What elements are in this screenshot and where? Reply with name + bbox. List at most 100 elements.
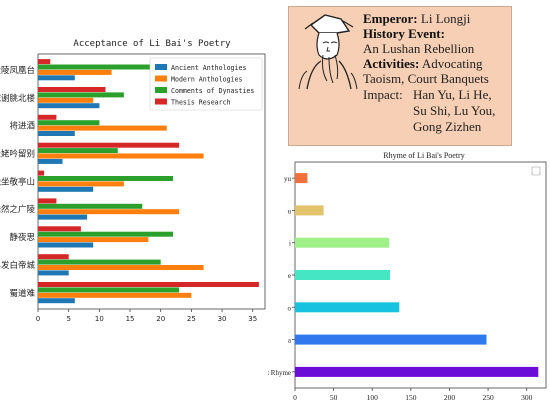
acceptance-bar bbox=[38, 287, 180, 293]
acceptance-category-label: 早发白帝城 bbox=[0, 260, 35, 271]
rhyme-bar bbox=[295, 334, 487, 345]
acceptance-bar bbox=[38, 158, 63, 164]
acceptance-bar bbox=[38, 75, 75, 81]
acceptance-legend-label: Comments of Dynasties bbox=[171, 87, 254, 95]
acceptance-bar bbox=[38, 176, 173, 181]
emperor-label: Emperor: bbox=[363, 11, 418, 26]
acceptance-bar bbox=[38, 125, 167, 131]
acceptance-bar bbox=[38, 170, 45, 176]
rhyme-x-tick-label: 150 bbox=[405, 393, 417, 402]
rhyme-x-tick-label: 250 bbox=[482, 393, 494, 402]
info-card: Emperor: Li Longji History Event: An Lus… bbox=[288, 6, 512, 146]
activities-value-1: Advocating bbox=[421, 56, 483, 71]
acceptance-bar bbox=[38, 186, 94, 192]
acceptance-category-label: 静夜思 bbox=[9, 232, 35, 243]
acceptance-legend-label: Ancient Anthologies bbox=[171, 64, 246, 72]
rhyme-category-label: u bbox=[288, 207, 292, 215]
rhyme-x-tick-label: 300 bbox=[521, 393, 533, 402]
acceptance-bar bbox=[38, 237, 149, 243]
rhyme-category-label: e bbox=[288, 272, 291, 280]
rhyme-bar bbox=[295, 302, 400, 313]
acceptance-bar bbox=[38, 148, 118, 154]
acceptance-bar bbox=[38, 209, 180, 215]
rhyme-chart-title: Rhyme of Li Bai's Poetry bbox=[383, 151, 464, 160]
rhyme-category-label: a bbox=[288, 337, 292, 345]
acceptance-x-tick-label: 20 bbox=[156, 315, 165, 323]
acceptance-bar bbox=[38, 214, 88, 220]
rhyme-x-tick-label: 200 bbox=[444, 393, 456, 402]
emperor-value: Li Longji bbox=[420, 11, 471, 26]
rhyme-bar bbox=[295, 366, 539, 377]
rhyme-x-tick-label: 50 bbox=[330, 393, 338, 402]
acceptance-bar bbox=[38, 142, 180, 148]
acceptance-bar bbox=[38, 198, 57, 204]
acceptance-bar bbox=[38, 92, 124, 98]
impact-label: Impact: bbox=[363, 87, 403, 102]
impact-line-3: Gong Zizhen bbox=[413, 119, 482, 134]
acceptance-legend-swatch bbox=[155, 64, 167, 70]
acceptance-category-label: 独坐敬亭山 bbox=[0, 176, 35, 187]
acceptance-bar bbox=[38, 114, 57, 120]
acceptance-bar bbox=[38, 103, 100, 109]
acceptance-x-tick-label: 25 bbox=[187, 315, 196, 323]
acceptance-bar bbox=[38, 242, 94, 248]
acceptance-chart-title: Acceptance of Li Bai's Poetry bbox=[73, 39, 231, 49]
acceptance-x-tick-label: 5 bbox=[66, 315, 70, 323]
acceptance-category-label: 蜀道难 bbox=[9, 288, 35, 299]
acceptance-bar bbox=[38, 282, 259, 287]
event-value: An Lushan Rebellion bbox=[363, 41, 475, 56]
acceptance-x-tick-label: 0 bbox=[36, 315, 40, 323]
acceptance-bar bbox=[38, 292, 192, 298]
rhyme-bar bbox=[295, 237, 390, 248]
acceptance-x-tick-label: 30 bbox=[218, 315, 227, 323]
rhyme-category-label: yu bbox=[284, 175, 292, 183]
activities-value-2: Taoism, Court Banquets bbox=[363, 71, 489, 86]
impact-line-2: Su Shi, Lu You, bbox=[413, 103, 496, 118]
rhyme-bar bbox=[295, 205, 324, 216]
acceptance-bar bbox=[38, 69, 112, 75]
acceptance-category-label: 城谢朓北楼 bbox=[0, 93, 35, 104]
acceptance-category-label: 浩然之广陵 bbox=[0, 204, 35, 215]
rhyme-chart: Rhyme of Li Bai's Poetry Shift Rhyme a o e i… bbox=[268, 151, 547, 402]
rhyme-category-label: o bbox=[288, 304, 292, 312]
acceptance-category-label: 将进酒 bbox=[9, 121, 35, 132]
li-bai-portrait bbox=[298, 14, 358, 90]
acceptance-x-tick-label: 15 bbox=[126, 315, 135, 323]
acceptance-bar bbox=[38, 259, 161, 265]
acceptance-legend-label: Thesis Research bbox=[171, 99, 231, 107]
acceptance-bar bbox=[38, 64, 167, 70]
acceptance-legend-label: Modern Anthologies bbox=[171, 76, 242, 84]
rhyme-category-label: Shift Rhyme bbox=[268, 369, 291, 377]
acceptance-legend-swatch bbox=[155, 75, 167, 82]
acceptance-bar bbox=[38, 87, 106, 92]
acceptance-x-tick-label: 35 bbox=[248, 315, 257, 323]
acceptance-category-label: 天姥吟留别 bbox=[0, 149, 35, 160]
acceptance-bar bbox=[38, 265, 204, 270]
acceptance-bar bbox=[38, 131, 75, 136]
acceptance-bar bbox=[38, 153, 204, 159]
acceptance-bar bbox=[38, 181, 124, 187]
acceptance-category-label: 金陵凤凰台 bbox=[0, 65, 35, 76]
rhyme-bar bbox=[295, 270, 390, 280]
acceptance-legend: Ancient Anthologies Modern Anthologies Com… bbox=[149, 57, 263, 111]
acceptance-bar bbox=[38, 203, 143, 209]
acceptance-bar bbox=[38, 231, 173, 237]
rhyme-legend-box bbox=[531, 166, 541, 176]
acceptance-legend-swatch bbox=[155, 98, 167, 105]
acceptance-bar bbox=[38, 298, 75, 304]
acceptance-legend-swatch bbox=[155, 87, 167, 93]
acceptance-bar bbox=[38, 120, 100, 126]
event-label: History Event: bbox=[363, 26, 445, 41]
rhyme-x-tick-label: 100 bbox=[367, 393, 379, 402]
activities-label: Activities: bbox=[363, 56, 420, 71]
acceptance-bar bbox=[38, 254, 69, 260]
acceptance-legend-frame bbox=[149, 57, 263, 111]
rhyme-bar bbox=[295, 173, 308, 184]
rhyme-x-tick-label: 0 bbox=[293, 393, 297, 402]
acceptance-bar bbox=[38, 270, 69, 276]
impact-line-1: Han Yu, Li He, bbox=[413, 87, 492, 102]
acceptance-bar bbox=[38, 97, 94, 103]
acceptance-chart: Acceptance of Li Bai's Poetry 蜀道难 早发白帝城 静夜… bbox=[0, 39, 266, 323]
acceptance-bar bbox=[38, 226, 81, 232]
acceptance-bar bbox=[38, 59, 51, 65]
